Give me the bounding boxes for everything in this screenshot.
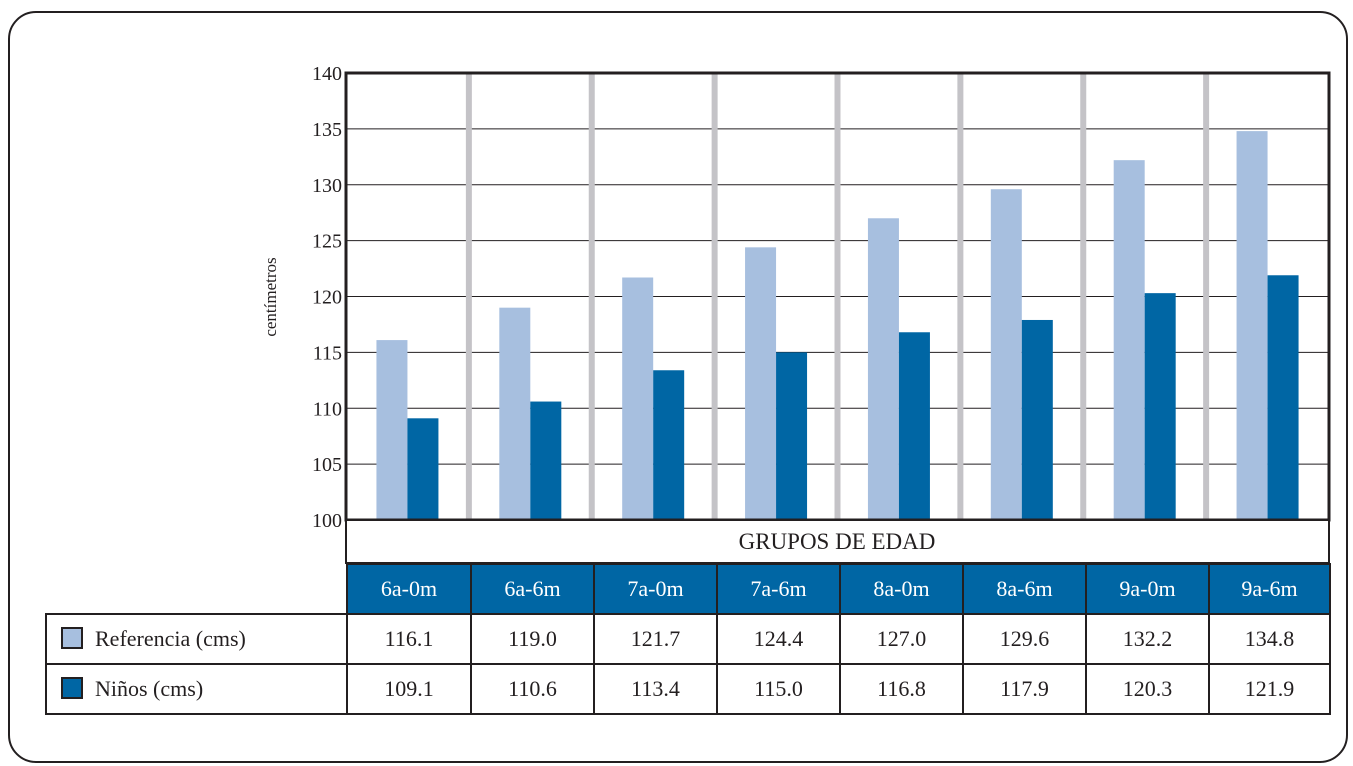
bars [376, 131, 1299, 521]
bar-ninos [407, 418, 439, 520]
table-cell: 117.9 [962, 663, 1087, 715]
table-cell: 132.2 [1085, 613, 1210, 665]
y-tick-label: 105 [312, 454, 342, 476]
y-axis-ticks: 100 105 110 115 120 125 130 135 140 [312, 63, 342, 532]
figure-frame [8, 11, 1348, 763]
category-header: 8a-0m [839, 563, 964, 615]
bar-referencia [1113, 160, 1145, 521]
bar-ninos [653, 370, 685, 520]
category-header: 8a-6m [962, 563, 1087, 615]
table-cell: 127.0 [839, 613, 964, 665]
table-cell: 120.3 [1085, 663, 1210, 715]
category-header: 6a-6m [470, 563, 595, 615]
bar-referencia [990, 189, 1022, 520]
legend-label: Referencia (cms) [95, 626, 246, 651]
legend-swatch-referencia [61, 627, 83, 649]
x-axis-label: GRUPOS DE EDAD [739, 529, 936, 554]
y-tick-label: 135 [312, 119, 342, 141]
legend-swatch-ninos [61, 677, 83, 699]
table-header-row: 6a-0m 6a-6m 7a-0m 7a-6m 8a-0m 8a-6m 9a-0… [46, 563, 1331, 615]
x-axis-band [345, 519, 1330, 564]
table-cell: 110.6 [470, 663, 595, 715]
table-cell: 109.1 [346, 663, 472, 715]
category-header: 9a-6m [1208, 563, 1331, 615]
bar-ninos [1021, 319, 1053, 520]
table-cell: 121.7 [593, 613, 718, 665]
table-cell: 116.1 [346, 613, 472, 665]
table-cell: 129.6 [962, 613, 1087, 665]
table-cell: 115.0 [716, 663, 841, 715]
table-cell: 113.4 [593, 663, 718, 715]
bar-referencia [1236, 131, 1268, 521]
legend-referencia: Referencia (cms) [45, 613, 348, 665]
table-cell: 134.8 [1208, 613, 1331, 665]
y-axis-label: centímetros [261, 257, 280, 336]
table-cell: 124.4 [716, 613, 841, 665]
data-table: 6a-0m 6a-6m 7a-0m 7a-6m 8a-0m 8a-6m 9a-0… [45, 563, 1331, 715]
legend-ninos: Niños (cms) [45, 663, 348, 715]
group-separators [465, 73, 1210, 520]
y-tick-label: 130 [312, 175, 342, 197]
y-tick-label: 110 [313, 398, 342, 420]
y-tick-label: 100 [312, 510, 342, 532]
y-tick-label: 125 [312, 231, 342, 253]
y-tick-label: 140 [312, 63, 342, 85]
table-cell: 119.0 [470, 613, 595, 665]
table-cell: 121.9 [1208, 663, 1331, 715]
bar-referencia [867, 218, 899, 520]
table-row-referencia: Referencia (cms) 116.1 119.0 121.7 124.4… [45, 613, 1331, 665]
bar-ninos [1144, 293, 1176, 520]
category-header: 7a-6m [716, 563, 841, 615]
bar-ninos [1267, 275, 1299, 520]
legend-label: Niños (cms) [95, 676, 204, 701]
bar-ninos [898, 332, 930, 520]
bar-referencia [622, 277, 654, 520]
table-cell: 116.8 [839, 663, 964, 715]
bar-referencia [499, 307, 531, 520]
table-row-ninos: Niños (cms) 109.1 110.6 113.4 115.0 116.… [45, 663, 1331, 715]
y-tick-label: 115 [313, 342, 342, 364]
y-tick-label: 120 [312, 287, 342, 309]
category-header: 6a-0m [346, 563, 472, 615]
bar-ninos [776, 352, 808, 520]
bar-ninos [530, 401, 562, 520]
bar-referencia [376, 340, 408, 520]
bar-referencia [745, 247, 777, 520]
category-header: 7a-0m [593, 563, 718, 615]
category-header: 9a-0m [1085, 563, 1210, 615]
